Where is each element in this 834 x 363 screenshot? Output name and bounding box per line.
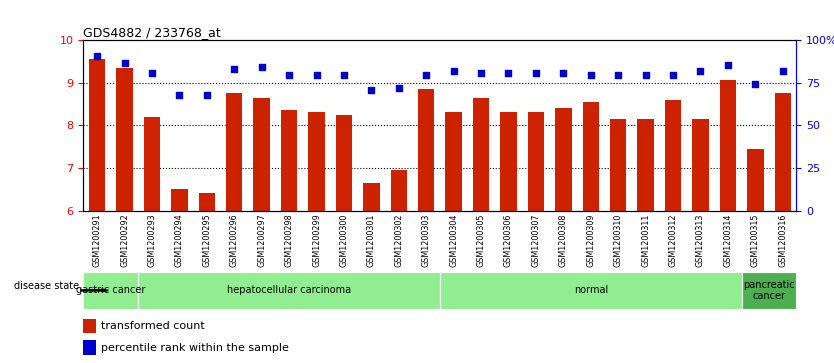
Text: GSM1200294: GSM1200294 [175, 213, 183, 267]
Bar [390, 170, 407, 211]
Bar [720, 81, 736, 211]
Text: normal: normal [574, 285, 608, 295]
Point [392, 85, 405, 91]
Text: GSM1200307: GSM1200307 [531, 213, 540, 267]
Point [556, 70, 570, 76]
Bar [83, 272, 138, 309]
Point [283, 73, 296, 78]
Text: transformed count: transformed count [101, 321, 205, 331]
Point [228, 66, 241, 72]
Text: GSM1200314: GSM1200314 [723, 213, 732, 267]
Bar [171, 189, 188, 211]
Point [364, 87, 378, 93]
Bar [637, 119, 654, 211]
Text: GSM1200302: GSM1200302 [394, 213, 404, 267]
Point [749, 81, 762, 87]
Point [90, 53, 103, 59]
Text: GSM1200297: GSM1200297 [257, 213, 266, 268]
Text: GSM1200311: GSM1200311 [641, 213, 651, 267]
Point [530, 70, 543, 76]
Text: GSM1200303: GSM1200303 [422, 213, 430, 267]
Point [776, 68, 790, 74]
Bar [775, 93, 791, 211]
Bar [336, 115, 352, 211]
Bar [143, 117, 160, 211]
Text: GSM1200305: GSM1200305 [476, 213, 485, 267]
Bar [83, 340, 96, 355]
Bar [89, 59, 105, 211]
Point [200, 91, 214, 97]
Text: GSM1200304: GSM1200304 [450, 213, 458, 267]
Text: GSM1200296: GSM1200296 [229, 213, 239, 267]
Bar [555, 108, 571, 211]
Bar [665, 100, 681, 211]
Text: percentile rank within the sample: percentile rank within the sample [101, 343, 289, 352]
Bar [528, 113, 544, 211]
Bar [226, 93, 243, 211]
Point [420, 73, 433, 78]
Bar [198, 193, 215, 211]
Bar [445, 113, 462, 211]
Text: GSM1200312: GSM1200312 [669, 213, 677, 267]
Bar [363, 183, 379, 211]
Point [447, 68, 460, 74]
Point [173, 91, 186, 97]
Bar [500, 113, 517, 211]
Text: GSM1200300: GSM1200300 [339, 213, 349, 267]
Point [666, 73, 680, 78]
Text: pancreatic
cancer: pancreatic cancer [743, 280, 795, 301]
Bar [582, 102, 599, 211]
Bar [116, 68, 133, 211]
Text: GSM1200291: GSM1200291 [93, 213, 102, 267]
Bar [309, 113, 324, 211]
Bar [418, 89, 435, 211]
Text: GSM1200299: GSM1200299 [312, 213, 321, 268]
Point [337, 73, 350, 78]
Text: GSM1200295: GSM1200295 [203, 213, 211, 268]
Text: GSM1200301: GSM1200301 [367, 213, 376, 267]
Point [639, 73, 652, 78]
Bar [440, 272, 741, 309]
Bar [138, 272, 440, 309]
Text: GSM1200292: GSM1200292 [120, 213, 129, 268]
Text: GSM1200315: GSM1200315 [751, 213, 760, 267]
Text: GSM1200309: GSM1200309 [586, 213, 595, 267]
Bar [281, 110, 297, 211]
Bar [473, 98, 490, 211]
Text: GSM1200310: GSM1200310 [614, 213, 623, 267]
Point [502, 70, 515, 76]
Text: GSM1200316: GSM1200316 [778, 213, 787, 267]
Point [611, 73, 625, 78]
Text: gastric cancer: gastric cancer [76, 285, 145, 295]
Bar [254, 98, 270, 211]
Text: GSM1200306: GSM1200306 [504, 213, 513, 267]
Point [475, 70, 488, 76]
Bar [741, 272, 796, 309]
Bar [747, 149, 764, 211]
Point [694, 68, 707, 74]
Text: GSM1200313: GSM1200313 [696, 213, 705, 267]
Bar [610, 119, 626, 211]
Text: hepatocellular carcinoma: hepatocellular carcinoma [227, 285, 351, 295]
Point [721, 62, 735, 68]
Text: disease state: disease state [14, 281, 79, 291]
Text: GSM1200293: GSM1200293 [148, 213, 157, 267]
Point [145, 70, 158, 76]
Text: GSM1200298: GSM1200298 [284, 213, 294, 267]
Bar [692, 119, 709, 211]
Bar [83, 319, 96, 333]
Point [310, 73, 324, 78]
Text: GSM1200308: GSM1200308 [559, 213, 568, 267]
Point [118, 60, 131, 65]
Point [255, 64, 269, 70]
Text: GDS4882 / 233768_at: GDS4882 / 233768_at [83, 26, 221, 39]
Point [584, 73, 597, 78]
